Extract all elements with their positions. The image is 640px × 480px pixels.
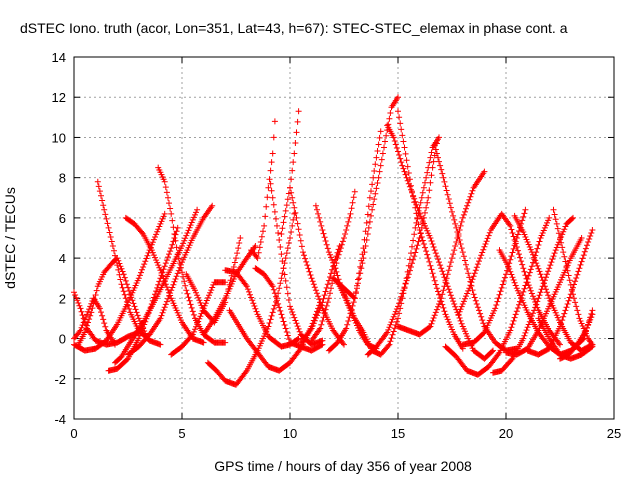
data-series (490, 214, 576, 376)
series-markers (395, 108, 466, 352)
series-markers (94, 178, 164, 348)
y-tick-label: -2 (54, 372, 66, 387)
series-markers (252, 265, 326, 354)
x-tick-label: 20 (499, 426, 513, 441)
data-series (431, 142, 520, 354)
series-markers (71, 295, 118, 348)
series-markers (105, 224, 181, 374)
data-series (75, 255, 151, 348)
data-series (71, 210, 168, 354)
series-markers (248, 118, 278, 262)
series-markers (297, 243, 343, 346)
y-tick-label: 12 (52, 90, 66, 105)
y-tick-label: -4 (54, 412, 66, 427)
x-axis-title: GPS time / hours of day 356 of year 2008 (214, 458, 472, 474)
y-tick-label: 4 (59, 251, 66, 266)
y-axis-title: dSTEC / TECUs (2, 187, 18, 289)
y-tick-label: 14 (52, 50, 66, 65)
axis-ticks (73, 56, 615, 420)
data-series (125, 202, 216, 358)
series-markers (395, 168, 488, 338)
series-markers (334, 134, 442, 358)
data-series (94, 178, 164, 348)
series-markers (168, 279, 229, 358)
data-series (459, 206, 529, 348)
series-markers (364, 140, 440, 358)
x-tick-label: 25 (607, 426, 621, 441)
x-tick-label: 10 (283, 426, 297, 441)
data-series (278, 108, 302, 237)
data-series (395, 108, 466, 352)
series-markers (75, 255, 151, 348)
x-tick-label: 5 (178, 426, 185, 441)
series-markers (112, 206, 201, 366)
data-series (168, 279, 229, 358)
data-series (364, 140, 440, 358)
data-series (297, 243, 343, 346)
series-layer (71, 94, 596, 388)
series-markers (431, 142, 520, 354)
x-tick-label: 15 (391, 426, 405, 441)
series-markers (200, 243, 259, 338)
y-tick-label: 2 (59, 291, 66, 306)
series-markers (490, 214, 576, 376)
y-tick-label: 8 (59, 171, 66, 186)
y-tick-label: 10 (52, 130, 66, 145)
y-tick-label: 0 (59, 332, 66, 347)
data-series (71, 295, 118, 348)
data-series (248, 118, 278, 262)
data-series (535, 315, 596, 362)
series-markers (459, 206, 529, 348)
x-tick-label: 0 (70, 426, 77, 441)
data-series (334, 134, 442, 358)
series-markers (71, 210, 168, 354)
data-series (200, 243, 259, 338)
data-series (105, 224, 181, 374)
data-series (252, 265, 326, 354)
tick-labels: 0 5 10 15 20 25 -4 -2 0 2 4 6 8 10 12 14 (52, 50, 622, 441)
series-markers (226, 299, 324, 374)
series-markers (125, 202, 216, 358)
data-series (503, 235, 585, 358)
y-tick-label: 6 (59, 211, 66, 226)
series-markers (503, 235, 585, 358)
series-markers (535, 315, 596, 362)
data-series (112, 206, 201, 366)
series-markers (308, 188, 358, 344)
chart-title: dSTEC Iono. truth (acor, Lon=351, Lat=43… (20, 20, 568, 36)
data-series (226, 299, 324, 374)
data-series (395, 168, 488, 338)
series-markers (278, 108, 302, 237)
data-series (308, 188, 358, 344)
plot-frame (73, 56, 615, 420)
